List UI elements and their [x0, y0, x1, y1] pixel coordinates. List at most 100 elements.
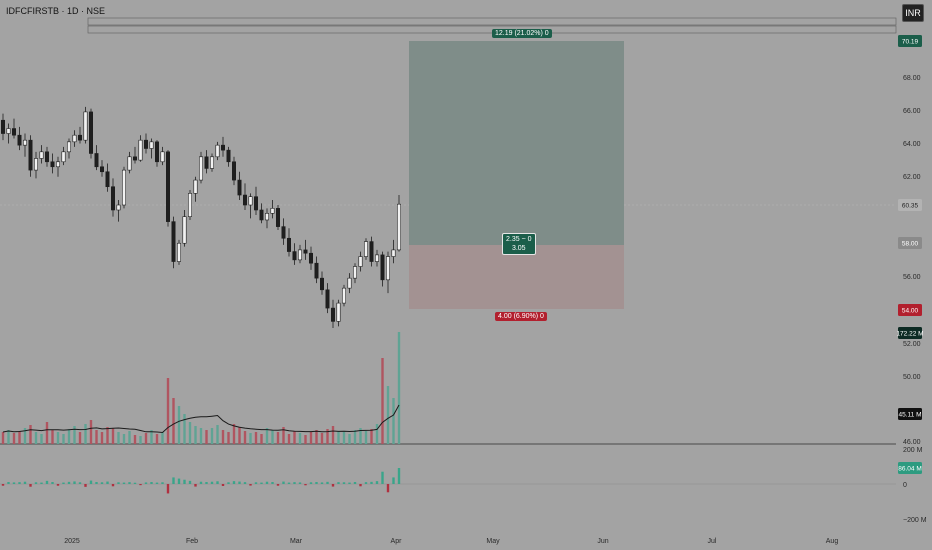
volume-bar — [304, 435, 307, 444]
stop-label[interactable]: 4.00 (6.90%) 0 — [495, 312, 547, 321]
price-badge: 70.19 — [898, 35, 922, 47]
candle — [254, 186, 259, 215]
candle-body — [237, 179, 242, 196]
volume-bar — [111, 428, 115, 444]
time-label: Feb — [186, 538, 198, 545]
currency-button[interactable]: INR — [902, 4, 924, 22]
candle-body — [116, 204, 121, 211]
oscillator-bar — [139, 484, 142, 486]
oscillator-badge-label: 86.04 M — [898, 466, 922, 473]
oscillator-bar — [144, 482, 148, 484]
price-tick-label: 56.00 — [903, 274, 921, 281]
time-axis[interactable]: 2025 Feb Mar Apr May Jun Jul Aug — [64, 538, 838, 545]
volume-bar — [260, 434, 263, 444]
risk-reward-line-1: 2.35 ~ 0 — [506, 236, 532, 243]
volume-bar — [95, 430, 98, 444]
candle-body — [188, 193, 193, 217]
volume-bar — [166, 378, 170, 444]
price-badge: 58.00 — [898, 237, 922, 249]
candle — [243, 183, 248, 210]
oscillator-tick-label: 0 — [903, 482, 907, 489]
oscillator-bar — [227, 482, 230, 484]
oscillator-bar — [353, 482, 357, 484]
profit-zone[interactable] — [409, 41, 624, 245]
candle — [133, 146, 138, 164]
candle — [363, 238, 368, 260]
candle — [44, 146, 49, 167]
candle-body — [380, 254, 385, 281]
volume-bar — [89, 420, 93, 444]
candle — [352, 263, 357, 284]
oscillator-bar — [205, 482, 208, 484]
candle — [50, 153, 55, 174]
symbol-title[interactable]: IDFCFIRSTB · 1D · NSE — [6, 6, 106, 16]
candle-body — [232, 161, 237, 181]
oscillator-bar — [56, 484, 60, 486]
volume-bar — [282, 427, 285, 444]
candle-body — [385, 256, 390, 281]
oscillator-bar — [29, 484, 32, 487]
volume-bar — [205, 430, 208, 444]
candle-body — [83, 111, 88, 141]
candle — [391, 239, 396, 264]
oscillator-bar — [106, 481, 109, 484]
candle-body — [374, 254, 379, 262]
oscillator-bar — [177, 478, 181, 484]
candle — [259, 203, 264, 224]
price-badge-label: 60.35 — [902, 203, 919, 210]
volume-bar — [397, 332, 401, 444]
candle-body — [160, 151, 165, 163]
candle-body — [22, 139, 27, 146]
candle-body — [39, 151, 44, 159]
candle — [17, 126, 22, 151]
oscillator-bar — [12, 482, 16, 484]
volume-bar — [392, 398, 395, 444]
candle-body — [155, 141, 160, 163]
candle-body — [149, 141, 154, 149]
candle-body — [226, 149, 231, 163]
volume-bar — [139, 436, 142, 444]
candle — [83, 106, 88, 144]
target-label[interactable]: 12.19 (21.02%) 0 — [492, 29, 552, 38]
time-label: 2025 — [64, 538, 80, 545]
candle — [33, 151, 38, 179]
oscillator-bar — [386, 484, 390, 493]
oscillator-badge: 86.04 M — [898, 462, 922, 474]
price-tick-label: 52.00 — [903, 341, 921, 348]
volume-bar — [7, 430, 10, 444]
oscillator-bar — [254, 482, 258, 484]
candle-body — [199, 156, 204, 181]
volume-bar — [348, 434, 351, 444]
price-badge-bg — [898, 35, 922, 47]
volume-bar — [381, 358, 384, 444]
candle-body — [166, 151, 171, 222]
oscillator-bar — [397, 468, 401, 484]
volume-bar — [276, 432, 280, 444]
candle-body — [122, 169, 127, 206]
oscillator-bar — [331, 484, 335, 487]
loss-zone[interactable] — [409, 245, 624, 309]
price-tick-label: 66.00 — [903, 108, 921, 115]
oscillator-bar — [128, 482, 131, 484]
position-center-label[interactable]: 2.35 ~ 0 3.05 — [502, 233, 536, 255]
candle-body — [319, 277, 324, 291]
candle — [237, 171, 242, 201]
candle-body — [243, 194, 248, 206]
price-tick-label: 46.00 — [903, 439, 921, 446]
volume-bar — [271, 430, 274, 444]
oscillator-bar — [249, 484, 252, 486]
oscillator-bar — [370, 481, 373, 484]
volume-bar — [45, 422, 49, 444]
candle — [55, 156, 60, 177]
candle — [6, 123, 11, 144]
candle-body — [33, 158, 38, 171]
time-label: May — [486, 538, 500, 545]
candle-body — [44, 151, 49, 163]
price-axis[interactable]: 68.00 66.00 64.00 62.00 56.00 52.00 50.00 46.00 — [903, 75, 921, 446]
volume-bar — [298, 433, 302, 444]
oscillator-bar — [337, 482, 340, 484]
oscillator-bar — [73, 481, 76, 484]
candle — [122, 166, 127, 209]
volume-bar — [128, 431, 131, 444]
